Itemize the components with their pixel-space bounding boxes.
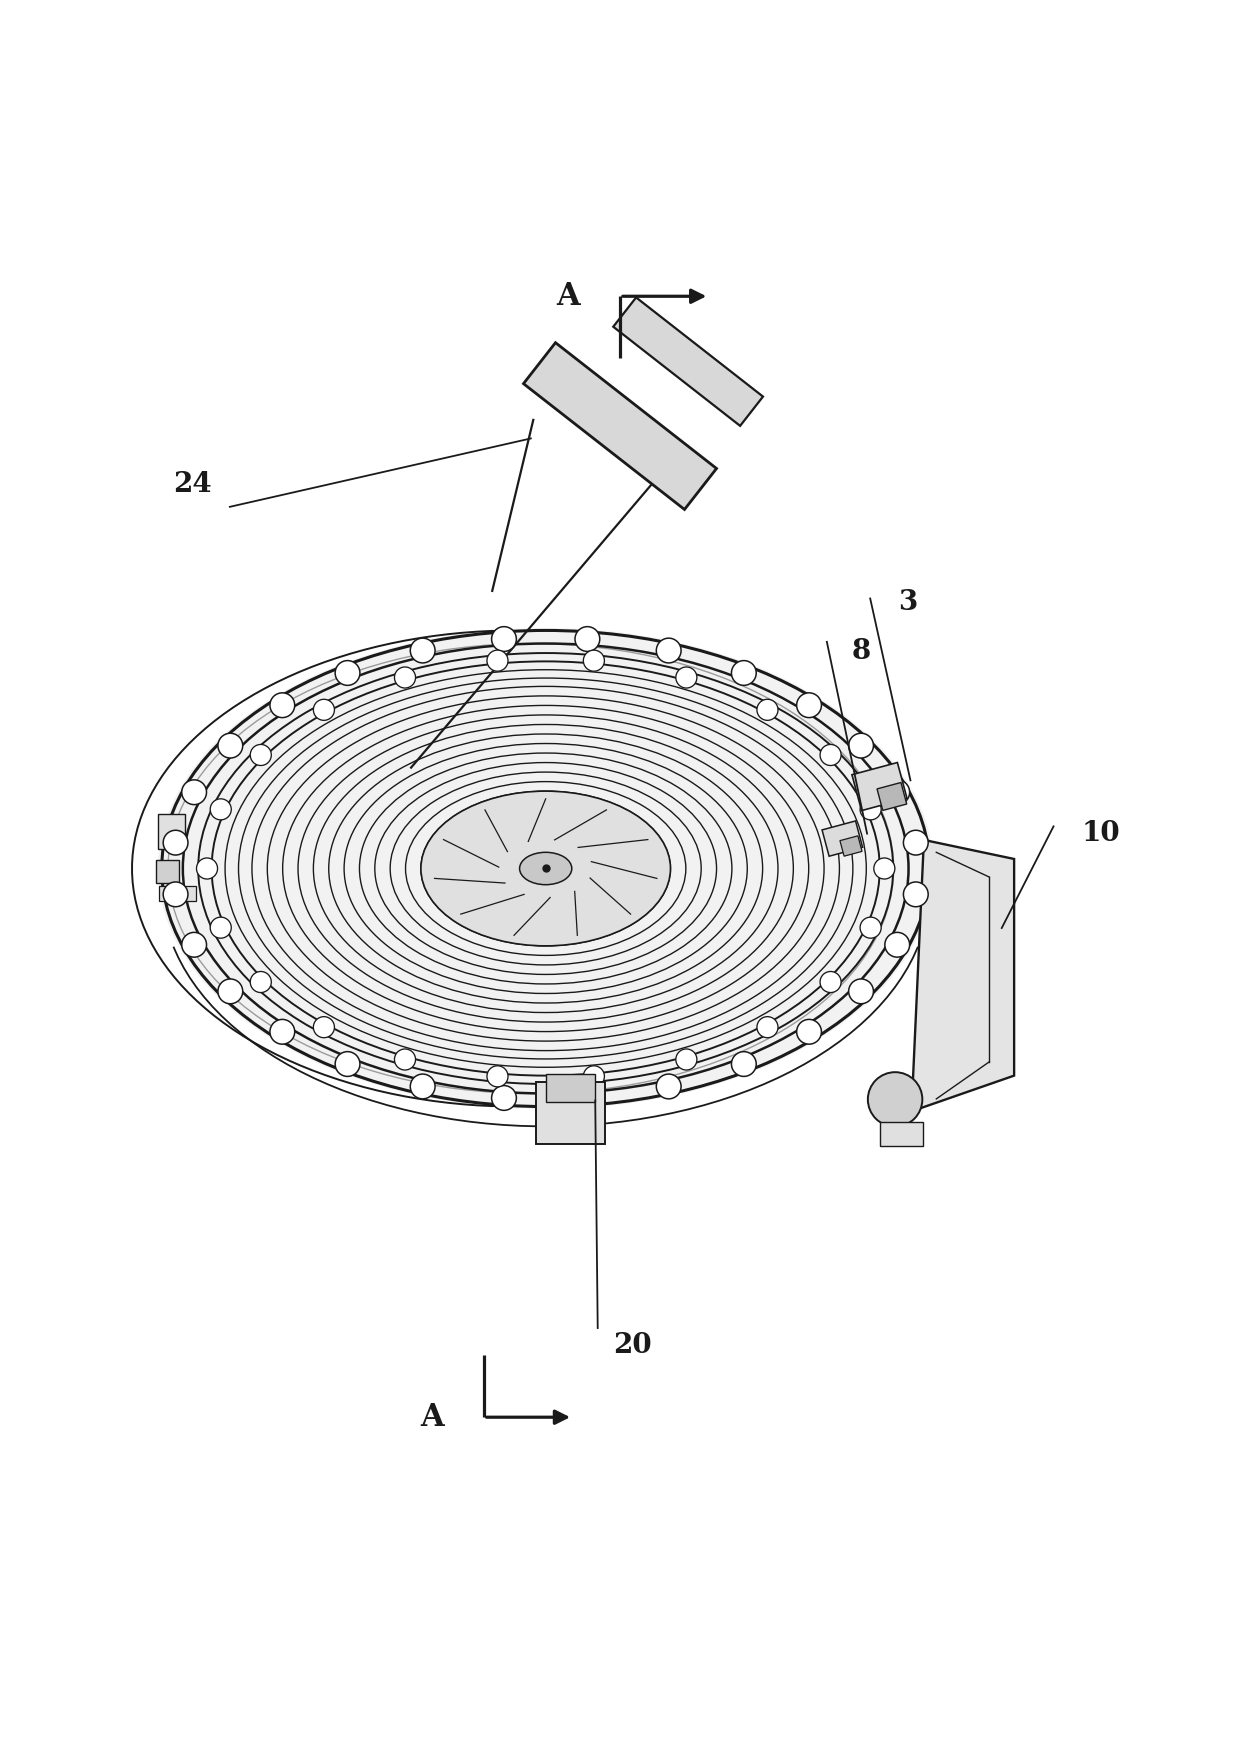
Circle shape — [676, 667, 697, 688]
Circle shape — [491, 1086, 516, 1110]
Circle shape — [848, 733, 873, 757]
Circle shape — [211, 799, 232, 820]
Circle shape — [676, 1049, 697, 1070]
Circle shape — [874, 858, 895, 879]
Polygon shape — [877, 782, 906, 811]
Circle shape — [732, 1051, 756, 1077]
Circle shape — [885, 780, 910, 804]
Circle shape — [756, 1016, 777, 1037]
Circle shape — [394, 667, 415, 688]
Circle shape — [410, 637, 435, 664]
Circle shape — [656, 637, 681, 664]
Text: 3: 3 — [898, 589, 918, 615]
Polygon shape — [614, 297, 763, 426]
Circle shape — [250, 745, 272, 766]
Circle shape — [314, 700, 335, 721]
Ellipse shape — [157, 629, 934, 1108]
Circle shape — [182, 780, 207, 804]
Circle shape — [732, 660, 756, 686]
Polygon shape — [879, 1122, 923, 1146]
Circle shape — [868, 1072, 923, 1127]
Circle shape — [270, 693, 295, 717]
Ellipse shape — [420, 790, 671, 947]
Polygon shape — [523, 342, 717, 509]
Circle shape — [656, 1073, 681, 1100]
Circle shape — [904, 830, 929, 855]
Circle shape — [218, 733, 243, 757]
Circle shape — [583, 650, 604, 670]
Circle shape — [314, 1016, 335, 1037]
Circle shape — [796, 693, 821, 717]
Circle shape — [820, 971, 841, 992]
Circle shape — [335, 660, 360, 686]
Circle shape — [575, 627, 600, 651]
Circle shape — [182, 933, 207, 957]
Circle shape — [861, 917, 882, 938]
Polygon shape — [159, 886, 196, 902]
Circle shape — [250, 971, 272, 992]
Circle shape — [904, 882, 929, 907]
Circle shape — [885, 933, 910, 957]
Text: 10: 10 — [1081, 820, 1120, 848]
Circle shape — [335, 1051, 360, 1077]
Circle shape — [756, 700, 777, 721]
Ellipse shape — [520, 853, 572, 884]
Text: A: A — [557, 281, 580, 311]
Polygon shape — [839, 835, 862, 856]
Circle shape — [196, 858, 217, 879]
Circle shape — [820, 745, 841, 766]
Polygon shape — [546, 1075, 595, 1101]
Circle shape — [211, 917, 232, 938]
Text: 24: 24 — [174, 471, 212, 499]
Circle shape — [848, 980, 873, 1004]
Circle shape — [394, 1049, 415, 1070]
Circle shape — [491, 627, 516, 651]
Polygon shape — [822, 822, 863, 856]
Text: 8: 8 — [852, 637, 872, 665]
Circle shape — [487, 1067, 508, 1087]
Circle shape — [164, 830, 188, 855]
Circle shape — [583, 1067, 604, 1087]
Polygon shape — [852, 763, 906, 811]
Circle shape — [270, 1020, 295, 1044]
Circle shape — [164, 882, 188, 907]
Circle shape — [796, 1020, 821, 1044]
Circle shape — [861, 799, 882, 820]
Circle shape — [487, 650, 508, 670]
Circle shape — [410, 1073, 435, 1100]
Text: A: A — [420, 1402, 444, 1433]
Text: 20: 20 — [613, 1332, 652, 1358]
Polygon shape — [156, 860, 179, 882]
Circle shape — [575, 1086, 600, 1110]
Polygon shape — [537, 1082, 605, 1143]
Circle shape — [218, 980, 243, 1004]
Polygon shape — [157, 815, 185, 849]
Polygon shape — [911, 841, 1014, 1112]
